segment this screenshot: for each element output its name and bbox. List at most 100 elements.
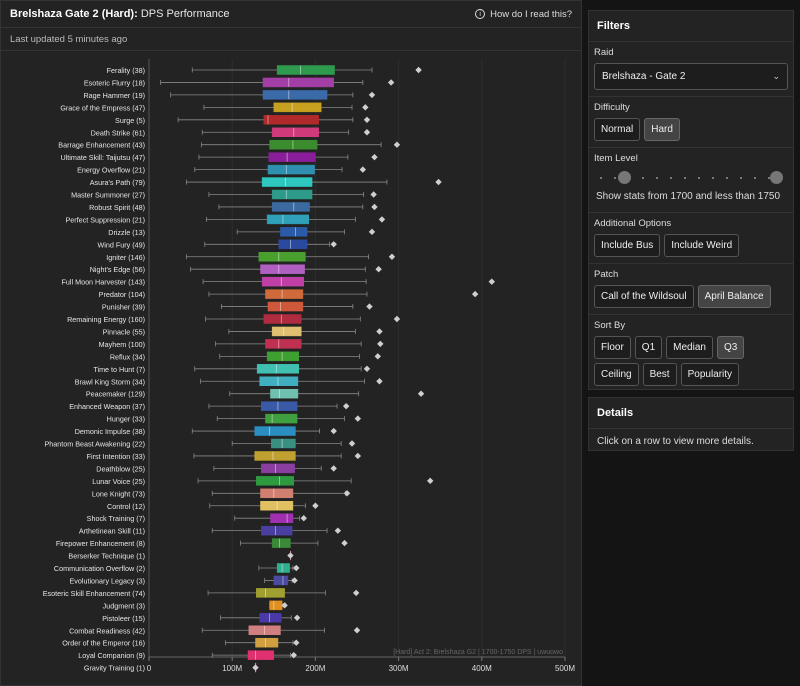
box-row[interactable]: Order of the Emperor (16) [62, 637, 300, 648]
dps-box-chart[interactable]: 0 100M 200M 300M 400M 500M Ferality (38) Esoter… [1, 53, 581, 685]
patch-april-button[interactable]: April Balance [697, 285, 771, 308]
filters-panel: Filters Raid Brelshaza - Gate 2 ⌄ Diffic… [588, 10, 794, 390]
box-row[interactable]: Combat Readiness (42) [69, 625, 361, 636]
include-weird-button[interactable]: Include Weird [664, 234, 740, 257]
box-row[interactable]: Hunger (33) [107, 413, 362, 424]
help-link[interactable]: i How do I read this? [475, 9, 572, 20]
best-marker [312, 502, 319, 509]
box-row[interactable]: Rage Hammer (19) [83, 90, 376, 100]
box-row[interactable]: Gravity Training (1) [84, 662, 259, 673]
item-level-slider[interactable] [600, 169, 783, 187]
best-marker [471, 290, 479, 298]
box-row[interactable]: Shock Training (7) [87, 513, 307, 524]
box-row[interactable]: Drizzle (13) [108, 227, 376, 237]
best-marker [371, 153, 378, 161]
box-row[interactable]: Asura's Path (79) [90, 177, 442, 188]
row-label: Communication Overflow (2) [54, 564, 145, 573]
box-row[interactable]: Peacemaker (129) [86, 388, 425, 399]
slider-handle-min[interactable] [618, 171, 631, 184]
box-row[interactable]: Evolutionary Legacy (3) [69, 575, 298, 586]
box-row[interactable]: Judgment (3) [103, 600, 288, 611]
row-label: Master Summoner (27) [71, 191, 145, 200]
row-label: Perfect Suppression (21) [65, 215, 145, 224]
box-row[interactable]: Berserker Technique (1) [68, 550, 294, 561]
box-row[interactable]: Demonic Impulse (38) [75, 426, 337, 437]
box-row[interactable]: Energy Overflow (21) [77, 164, 367, 175]
box-row[interactable]: Robust Spirit (48) [89, 202, 378, 212]
chart-watermark: [Hard] Act 2: Brelshaza G2 | 1700-1750 D… [393, 649, 563, 656]
box-row[interactable]: Loyal Companion (9) [78, 650, 297, 661]
slider-handle-max[interactable] [770, 171, 783, 184]
row-label: Pinnacle (55) [103, 327, 145, 336]
box-row[interactable]: Perfect Suppression (21) [65, 214, 386, 225]
best-marker [417, 390, 425, 397]
iqr-box [263, 115, 319, 125]
iqr-box [276, 65, 335, 75]
row-label: Punisher (39) [102, 303, 145, 312]
iqr-box [256, 364, 300, 374]
box-row[interactable]: Phantom Beast Awakening (22) [44, 438, 356, 449]
box-row[interactable]: Igniter (146) [106, 252, 396, 262]
details-panel: Details Click on a row to view more deta… [588, 397, 794, 451]
box-row[interactable]: Mayhem (100) [99, 339, 384, 349]
best-marker [353, 627, 361, 634]
box-row[interactable]: Esoteric Skill Enhancement (74) [43, 588, 360, 598]
sort-floor-button[interactable]: Floor [594, 336, 631, 359]
box-row[interactable]: Reflux (34) [110, 351, 381, 362]
iqr-box [266, 214, 309, 225]
best-marker [366, 303, 373, 310]
raid-select[interactable]: Brelshaza - Gate 2 ⌄ [594, 63, 788, 90]
box-row[interactable]: Control (12) [107, 501, 319, 511]
box-row[interactable]: Barrage Enhancement (43) [58, 139, 401, 150]
box-row[interactable]: Surge (5) [115, 115, 371, 125]
box-row[interactable]: First Intention (33) [87, 451, 362, 461]
box-row[interactable]: Wind Fury (49) [97, 239, 337, 250]
best-marker [370, 191, 377, 198]
iqr-box [260, 501, 294, 511]
box-row[interactable]: Remaining Energy (160) [67, 314, 401, 325]
sort-best-button[interactable]: Best [642, 363, 677, 386]
box-row[interactable]: Brawl King Storm (34) [75, 376, 383, 387]
box-row[interactable]: Lone Knight (73) [92, 488, 351, 499]
box-row[interactable]: Esoteric Flurry (18) [84, 77, 395, 88]
box-row[interactable]: Punisher (39) [102, 301, 373, 312]
box-row[interactable]: Pinnacle (55) [103, 326, 383, 337]
box-row[interactable]: Lunar Voice (25) [92, 476, 434, 486]
row-label: Surge (5) [115, 116, 145, 125]
box-row[interactable]: Death Strike (61) [91, 127, 371, 138]
sort-median-button[interactable]: Median [666, 336, 713, 359]
row-label: Wind Fury (49) [97, 240, 145, 249]
difficulty-normal-button[interactable]: Normal [594, 118, 641, 141]
box-row[interactable]: Full Moon Harvester (143) [62, 276, 495, 287]
box-row[interactable]: Time to Hunt (7) [93, 364, 371, 374]
best-marker [342, 402, 350, 410]
box-row[interactable]: Firepower Enhancement (8) [56, 538, 348, 549]
box-row[interactable]: Ultimate Skill: Taijutsu (47) [60, 152, 378, 163]
box-row[interactable]: Predator (104) [99, 289, 479, 300]
box-row[interactable]: Ferality (38) [107, 65, 422, 76]
row-label: Demonic Impulse (38) [75, 427, 145, 436]
box-row[interactable]: Master Summoner (27) [71, 189, 377, 200]
iqr-box [267, 164, 315, 175]
patch-wildsoul-button[interactable]: Call of the Wildsoul [594, 285, 694, 308]
box-row[interactable]: Night's Edge (56) [90, 264, 382, 275]
box-row[interactable]: Deathblow (25) [96, 463, 337, 474]
performance-panel: Brelshaza Gate 2 (Hard): DPS Performance… [0, 0, 582, 686]
item-level-label: Item Level [594, 153, 638, 164]
box-row[interactable]: Communication Overflow (2) [54, 563, 300, 574]
sort-ceiling-button[interactable]: Ceiling [594, 363, 639, 386]
row-label: Energy Overflow (21) [77, 166, 145, 175]
sort-popularity-button[interactable]: Popularity [680, 363, 740, 386]
box-row[interactable]: Arthetinean Skill (11) [79, 525, 342, 536]
iqr-box [271, 326, 302, 337]
box-row[interactable]: Grace of the Empress (47) [60, 102, 369, 113]
include-bus-button[interactable]: Include Bus [594, 234, 661, 257]
box-row[interactable]: Pistoleer (15) [102, 613, 301, 623]
difficulty-hard-button[interactable]: Hard [644, 118, 680, 141]
row-label: Deathblow (25) [96, 464, 145, 473]
row-label: Death Strike (61) [91, 128, 145, 137]
sort-q3-button[interactable]: Q3 [716, 336, 745, 359]
sort-q1-button[interactable]: Q1 [634, 336, 663, 359]
best-marker [488, 278, 495, 285]
box-row[interactable]: Enhanced Weapon (37) [69, 401, 350, 412]
